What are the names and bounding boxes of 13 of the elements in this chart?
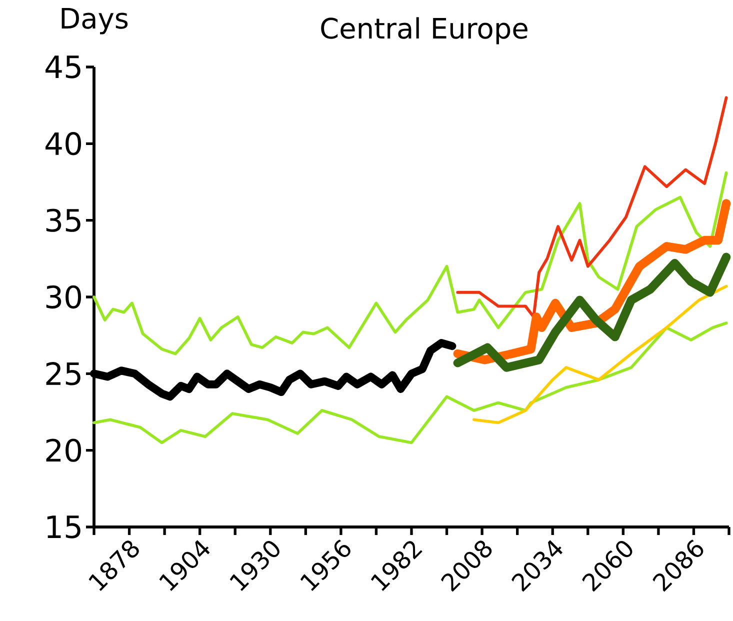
chart-title: Central Europe <box>321 17 528 44</box>
y-tick-label: 15 <box>47 516 80 538</box>
line-series <box>92 322 728 444</box>
y-tick-label: 40 <box>46 132 82 156</box>
y-axis-title: Days <box>62 8 128 34</box>
line-series <box>92 171 728 356</box>
y-tick-label: 35 <box>46 208 80 232</box>
y-tick-label: 45 <box>46 56 80 78</box>
line-series <box>472 284 728 424</box>
line-series <box>456 96 728 318</box>
y-tick-label: 25 <box>46 362 80 386</box>
y-tick-label: 20 <box>46 438 82 462</box>
y-tick-label: 30 <box>46 285 82 309</box>
